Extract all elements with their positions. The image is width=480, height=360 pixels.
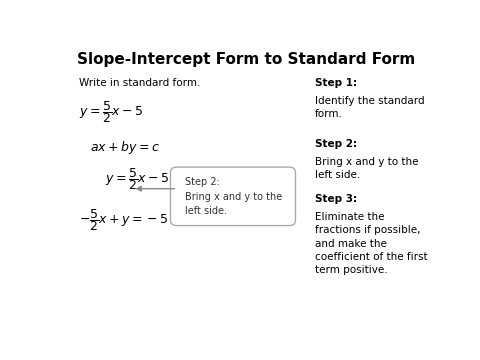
- Text: Bring x and y to the
left side.: Bring x and y to the left side.: [315, 157, 419, 180]
- Text: left side.: left side.: [185, 206, 228, 216]
- Text: Identify the standard
form.: Identify the standard form.: [315, 96, 424, 119]
- Text: $y = \dfrac{5}{2}x -5$: $y = \dfrac{5}{2}x -5$: [105, 167, 169, 193]
- Text: Slope-Intercept Form to Standard Form: Slope-Intercept Form to Standard Form: [77, 51, 415, 67]
- Text: Step 3:: Step 3:: [315, 194, 357, 204]
- FancyBboxPatch shape: [170, 167, 296, 226]
- Text: Step 2:: Step 2:: [315, 139, 357, 149]
- Text: $y = \dfrac{5}{2}x - 5$: $y = \dfrac{5}{2}x - 5$: [79, 99, 143, 125]
- Text: Eliminate the
fractions if possible,
and make the
coefficient of the first
term : Eliminate the fractions if possible, and…: [315, 212, 428, 275]
- Text: Step 2:: Step 2:: [185, 177, 220, 187]
- Text: $ax + by = c$: $ax + by = c$: [90, 139, 159, 156]
- Text: Write in standard form.: Write in standard form.: [79, 78, 200, 88]
- Text: $-\dfrac{5}{2}x + y = -5$: $-\dfrac{5}{2}x + y = -5$: [79, 207, 168, 233]
- Text: Step 1:: Step 1:: [315, 78, 357, 88]
- Text: Bring x and y to the: Bring x and y to the: [185, 192, 283, 202]
